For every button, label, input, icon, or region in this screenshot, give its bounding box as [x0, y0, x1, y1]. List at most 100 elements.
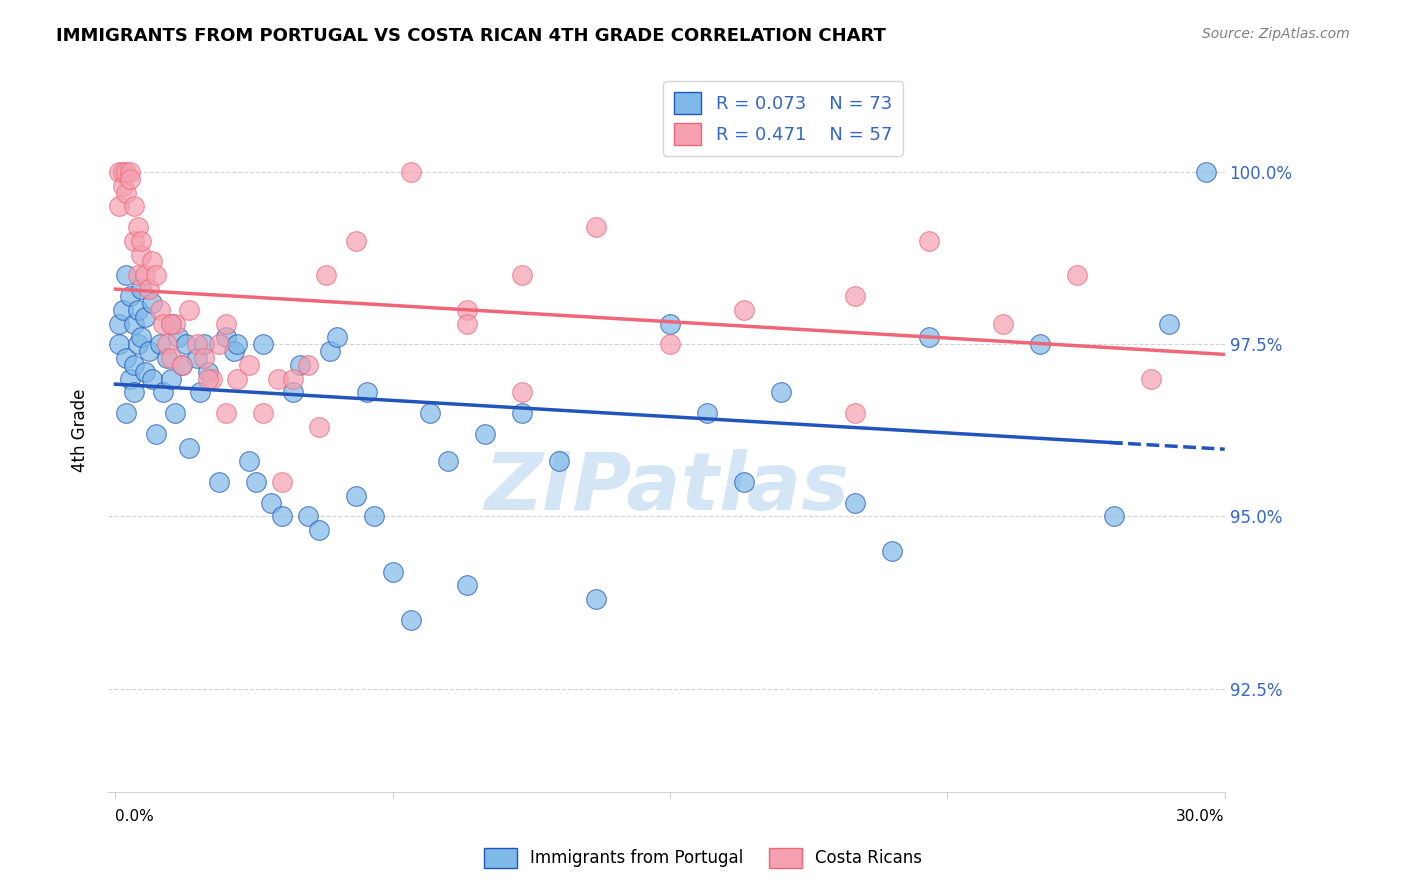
Point	[356, 385, 378, 400]
Point	[122, 199, 145, 213]
Point	[120, 289, 142, 303]
Text: IMMIGRANTS FROM PORTUGAL VS COSTA RICAN 4TH GRADE CORRELATION CHART: IMMIGRANTS FROM PORTUGAL VS COSTA RICAN …	[56, 27, 886, 45]
Point	[193, 337, 215, 351]
Point	[160, 351, 183, 365]
Point	[1139, 371, 1161, 385]
Point	[163, 406, 186, 420]
Point	[120, 371, 142, 385]
Point	[281, 385, 304, 400]
Point	[108, 337, 131, 351]
Point	[127, 268, 149, 283]
Point	[145, 426, 167, 441]
Point	[179, 441, 201, 455]
Point	[134, 310, 156, 324]
Point	[208, 475, 231, 489]
Point	[167, 330, 190, 344]
Text: 30.0%: 30.0%	[1177, 809, 1225, 824]
Point	[769, 385, 792, 400]
Point	[170, 358, 193, 372]
Point	[399, 165, 422, 179]
Point	[844, 289, 866, 303]
Point	[108, 165, 131, 179]
Point	[918, 330, 941, 344]
Point	[111, 302, 134, 317]
Point	[510, 268, 533, 283]
Point	[215, 330, 238, 344]
Point	[122, 358, 145, 372]
Point	[186, 351, 208, 365]
Point	[138, 282, 160, 296]
Point	[308, 420, 330, 434]
Point	[200, 371, 222, 385]
Point	[115, 186, 138, 200]
Point	[129, 234, 152, 248]
Point	[238, 454, 260, 468]
Point	[129, 247, 152, 261]
Point	[918, 234, 941, 248]
Point	[122, 385, 145, 400]
Point	[129, 330, 152, 344]
Point	[222, 344, 245, 359]
Point	[1102, 509, 1125, 524]
Point	[174, 337, 197, 351]
Point	[115, 351, 138, 365]
Point	[193, 351, 215, 365]
Point	[326, 330, 349, 344]
Point	[880, 544, 903, 558]
Point	[215, 317, 238, 331]
Point	[163, 317, 186, 331]
Point	[156, 351, 179, 365]
Point	[456, 302, 478, 317]
Point	[127, 220, 149, 235]
Point	[297, 509, 319, 524]
Point	[152, 317, 174, 331]
Point	[215, 406, 238, 420]
Point	[510, 406, 533, 420]
Point	[115, 268, 138, 283]
Point	[238, 358, 260, 372]
Point	[141, 254, 163, 268]
Point	[156, 337, 179, 351]
Point	[733, 475, 755, 489]
Point	[474, 426, 496, 441]
Point	[1195, 165, 1218, 179]
Point	[733, 302, 755, 317]
Point	[108, 317, 131, 331]
Point	[290, 358, 312, 372]
Point	[315, 268, 337, 283]
Point	[456, 578, 478, 592]
Point	[115, 406, 138, 420]
Text: Source: ZipAtlas.com: Source: ZipAtlas.com	[1202, 27, 1350, 41]
Point	[226, 337, 249, 351]
Point	[245, 475, 267, 489]
Point	[270, 475, 292, 489]
Point	[111, 178, 134, 193]
Y-axis label: 4th Grade: 4th Grade	[72, 389, 89, 472]
Point	[319, 344, 342, 359]
Point	[141, 371, 163, 385]
Point	[991, 317, 1014, 331]
Point	[548, 454, 571, 468]
Point	[120, 171, 142, 186]
Point	[696, 406, 718, 420]
Point	[138, 344, 160, 359]
Point	[134, 268, 156, 283]
Point	[122, 317, 145, 331]
Legend: Immigrants from Portugal, Costa Ricans: Immigrants from Portugal, Costa Ricans	[477, 841, 929, 875]
Point	[111, 165, 134, 179]
Point	[208, 337, 231, 351]
Point	[127, 302, 149, 317]
Point	[585, 592, 607, 607]
Point	[585, 220, 607, 235]
Point	[197, 365, 219, 379]
Point	[190, 385, 212, 400]
Point	[108, 199, 131, 213]
Point	[419, 406, 441, 420]
Point	[145, 268, 167, 283]
Point	[659, 317, 682, 331]
Point	[659, 337, 682, 351]
Point	[344, 489, 367, 503]
Point	[308, 523, 330, 537]
Point	[149, 302, 172, 317]
Point	[127, 337, 149, 351]
